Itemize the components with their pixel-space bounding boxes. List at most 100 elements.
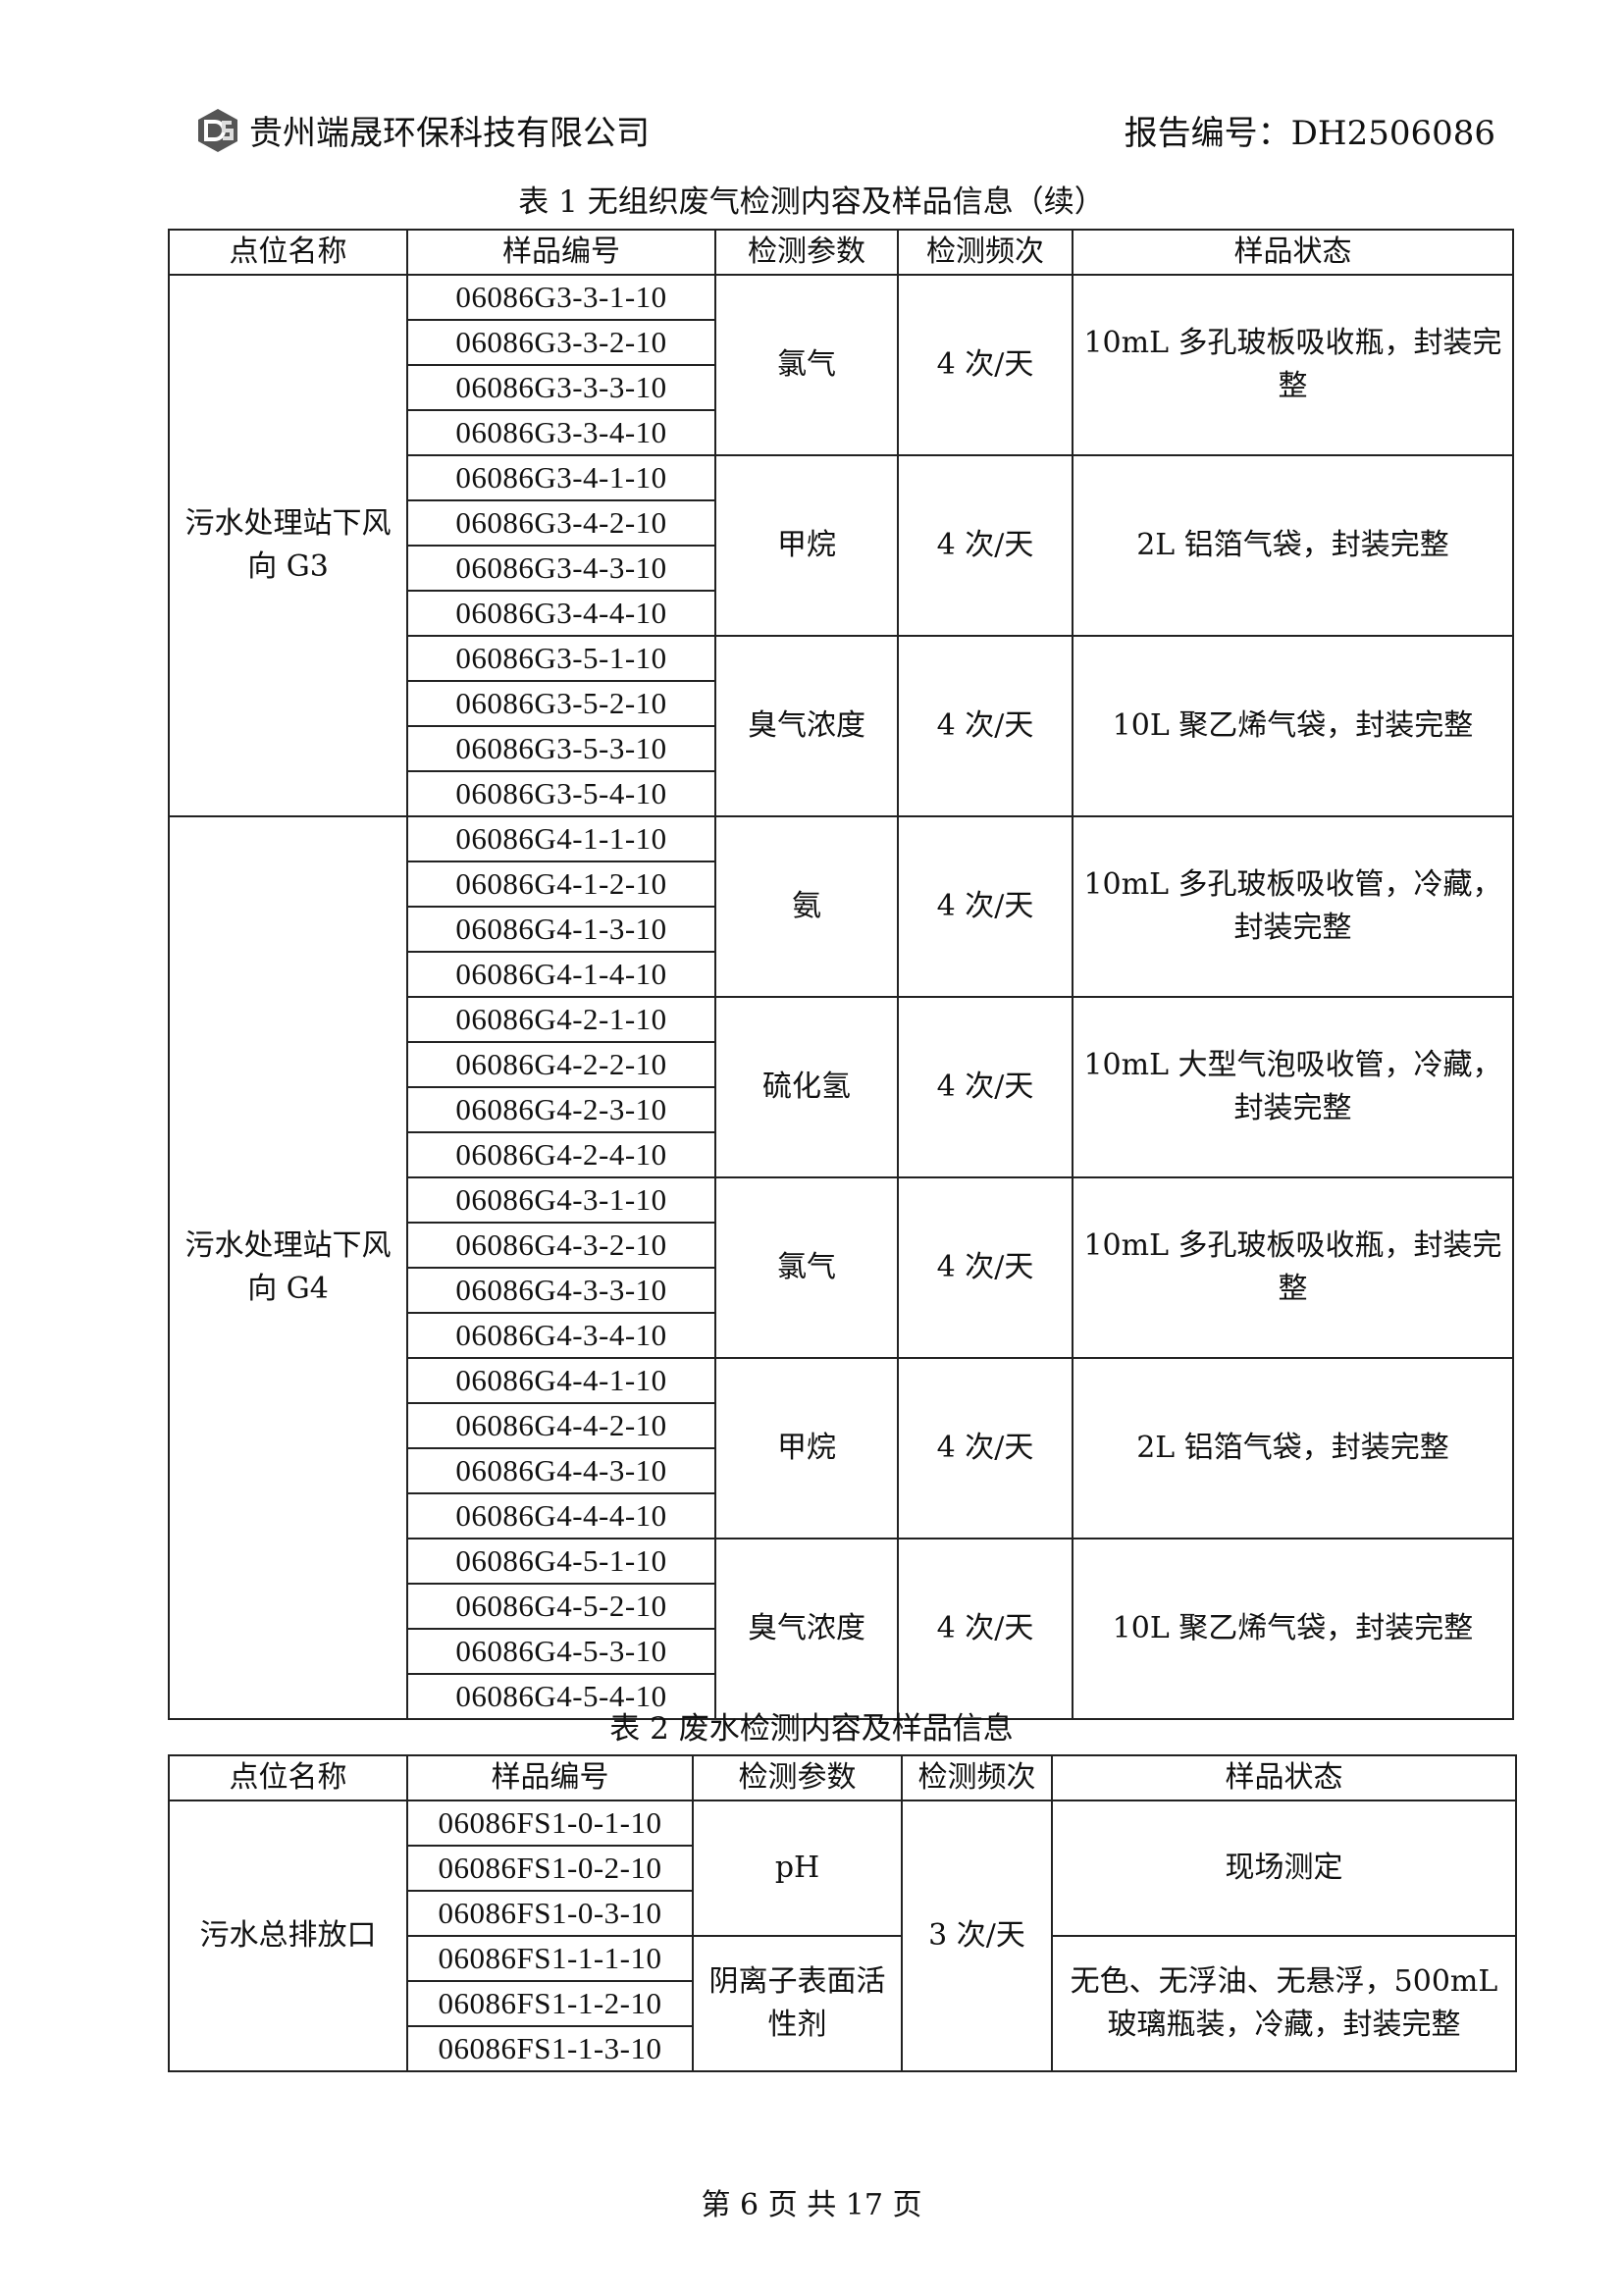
frequency-cell: 3 次/天 [901,1800,1053,2072]
ds-logo-icon [198,108,237,152]
sample-id-cell: 06086G3-5-3-10 [406,725,716,772]
table-row: 06086G4-2-4-10 [169,1131,1513,1178]
sample-id-cell: 06086G4-4-2-10 [406,1402,716,1449]
table-row: 06086G3-4-3-10 [169,545,1513,592]
column-header: 检测频次 [897,229,1073,276]
sample-id-cell: 06086G3-4-1-10 [406,454,716,501]
table-row: 06086G4-3-3-10 [169,1267,1513,1314]
table2-caption: 表 2 废水检测内容及样品信息 [609,1711,1014,1747]
header-row: 点位名称 样品编号 检测参数 检测频次 样品状态 [168,1754,1517,1801]
sample-id-cell: 06086G3-3-1-10 [406,274,716,321]
table-row: 06086G4-3-1-10 氯气 4 次/天 10mL 多孔玻板吸收瓶，封装完整 [169,1176,1514,1359]
frequency-cell: 4 次/天 [897,815,1073,998]
table-row: 06086G4-5-4-10 [169,1673,1513,1720]
sample-id-cell: 06086G4-2-3-10 [406,1086,716,1133]
sample-id-cell: 06086G4-2-4-10 [406,1131,716,1178]
sample-id-cell: 06086G4-1-3-10 [406,906,716,953]
sample-id-cell: 06086G3-5-4-10 [406,770,716,817]
frequency-cell: 4 次/天 [897,996,1073,1178]
table-row: 06086G3-5-2-10 [169,680,1513,727]
param-cell: 甲烷 [714,454,899,637]
frequency-cell: 4 次/天 [897,635,1073,817]
table-row: 06086FS1-0-3-10 [169,1890,1516,1937]
sample-state-cell: 无色、无浮油、无悬浮，500mL 玻璃瓶装，冷藏，封装完整 [1051,1935,1517,2072]
table-row: 06086G4-5-3-10 [169,1628,1513,1675]
table-row: 06086G4-2-3-10 [169,1086,1513,1133]
sample-id-cell: 06086G4-2-2-10 [406,1041,716,1088]
sample-state-cell: 10mL 多孔玻板吸收瓶，封装完整 [1072,1176,1514,1359]
sample-id-cell: 06086G4-3-4-10 [406,1312,716,1359]
sample-id-cell: 06086G4-2-1-10 [406,996,716,1043]
table-row: 06086G3-4-2-10 [169,499,1513,547]
table-row: 06086G4-1-4-10 [169,951,1513,998]
sample-state-cell: 2L 铝箔气袋，封装完整 [1072,454,1514,637]
sample-id-cell: 06086FS1-0-2-10 [406,1845,694,1892]
sample-id-cell: 06086G4-4-4-10 [406,1492,716,1539]
sample-id-cell: 06086G4-3-2-10 [406,1222,716,1269]
sample-id-cell: 06086G3-3-3-10 [406,364,716,411]
param-cell: 甲烷 [714,1357,899,1539]
sample-id-cell: 06086FS1-1-2-10 [406,1980,694,2027]
page-footer: 第 6 页 共 17 页 [701,2188,922,2222]
table-row: 06086G4-4-3-10 [169,1447,1513,1494]
sample-id-cell: 06086G4-5-4-10 [406,1673,716,1720]
column-header: 样品状态 [1072,229,1514,276]
table-row: 06086FS1-0-2-10 [169,1845,1516,1892]
table-row: 06086G3-4-1-10 甲烷 4 次/天 2L 铝箔气袋，封装完整 [169,454,1514,637]
location-cell: 污水总排放口 [168,1800,408,2072]
sample-id-cell: 06086FS1-0-3-10 [406,1890,694,1937]
table-row: 06086G4-3-2-10 [169,1222,1513,1269]
table-row: 06086G3-5-1-10 臭气浓度 4 次/天 10L 聚乙烯气袋，封装完整 [169,635,1514,817]
sample-id-cell: 06086G4-3-1-10 [406,1176,716,1224]
table-row: 06086G4-4-1-10 甲烷 4 次/天 2L 铝箔气袋，封装完整 [169,1357,1514,1539]
table1-caption: 表 1 无组织废气检测内容及样品信息（续） [518,184,1105,220]
sample-id-cell: 06086G4-1-2-10 [406,861,716,908]
table-row: 06086G3-5-4-10 [169,770,1513,817]
sample-state-cell: 现场测定 [1051,1800,1517,1937]
param-cell: 氯气 [714,274,899,456]
table-row: 06086FS1-1-3-10 [169,2025,1516,2072]
column-header: 检测频次 [901,1754,1053,1801]
table-row: 06086G3-5-3-10 [169,725,1513,772]
table-row: 06086G4-1-3-10 [169,906,1513,953]
sample-id-cell: 06086G4-3-3-10 [406,1267,716,1314]
sample-id-cell: 06086G4-1-1-10 [406,815,716,862]
sample-id-cell: 06086G4-4-1-10 [406,1357,716,1404]
param-cell: pH [692,1800,903,1937]
sample-id-cell: 06086G3-3-2-10 [406,319,716,366]
table1: 点位名称 样品编号 检测参数 检测频次 样品状态 污水处理站下风向 G3 06086G3-3… [168,229,1514,1720]
table-row: 06086FS1-1-2-10 [169,1980,1516,2027]
header-row: 点位名称 样品编号 检测参数 检测频次 样品状态 [168,229,1514,276]
frequency-cell: 4 次/天 [897,1357,1073,1539]
table-row: 06086G4-5-1-10 臭气浓度 4 次/天 10L 聚乙烯气袋，封装完整 [169,1538,1514,1720]
column-header: 检测参数 [714,229,899,276]
param-cell: 臭气浓度 [714,1538,899,1720]
column-header: 点位名称 [168,1754,408,1801]
frequency-cell: 4 次/天 [897,454,1073,637]
frequency-cell: 4 次/天 [897,274,1073,456]
sample-state-cell: 10mL 多孔玻板吸收瓶，封装完整 [1072,274,1514,456]
company-name: 贵州端晟环保科技有限公司 [249,114,650,153]
column-header: 样品编号 [406,229,716,276]
param-cell: 氯气 [714,1176,899,1359]
location-cell: 污水处理站下风向 G4 [168,815,408,1720]
company-header: 贵州端晟环保科技有限公司 [196,106,650,154]
column-header: 样品状态 [1051,1754,1517,1801]
column-header: 点位名称 [168,229,408,276]
table-row: 06086G4-3-4-10 [169,1312,1513,1359]
sample-id-cell: 06086G3-5-2-10 [406,680,716,727]
table-row: 06086G3-3-2-10 [169,319,1513,366]
sample-id-cell: 06086G3-4-3-10 [406,545,716,592]
table-row: 06086G4-5-2-10 [169,1583,1513,1630]
frequency-cell: 4 次/天 [897,1176,1073,1359]
sample-state-cell: 10mL 多孔玻板吸收管，冷藏，封装完整 [1072,815,1514,998]
sample-state-cell: 2L 铝箔气袋，封装完整 [1072,1357,1514,1539]
sample-id-cell: 06086G4-5-3-10 [406,1628,716,1675]
sample-id-cell: 06086FS1-1-1-10 [406,1935,694,1982]
table-row: 06086G3-4-4-10 [169,590,1513,637]
sample-id-cell: 06086G3-3-4-10 [406,409,716,456]
sample-id-cell: 06086G4-4-3-10 [406,1447,716,1494]
frequency-cell: 4 次/天 [897,1538,1073,1720]
table-row: 06086G3-3-3-10 [169,364,1513,411]
table2: 点位名称 样品编号 检测参数 检测频次 样品状态 污水总排放口 06086FS1-0-1-1… [168,1754,1517,2072]
